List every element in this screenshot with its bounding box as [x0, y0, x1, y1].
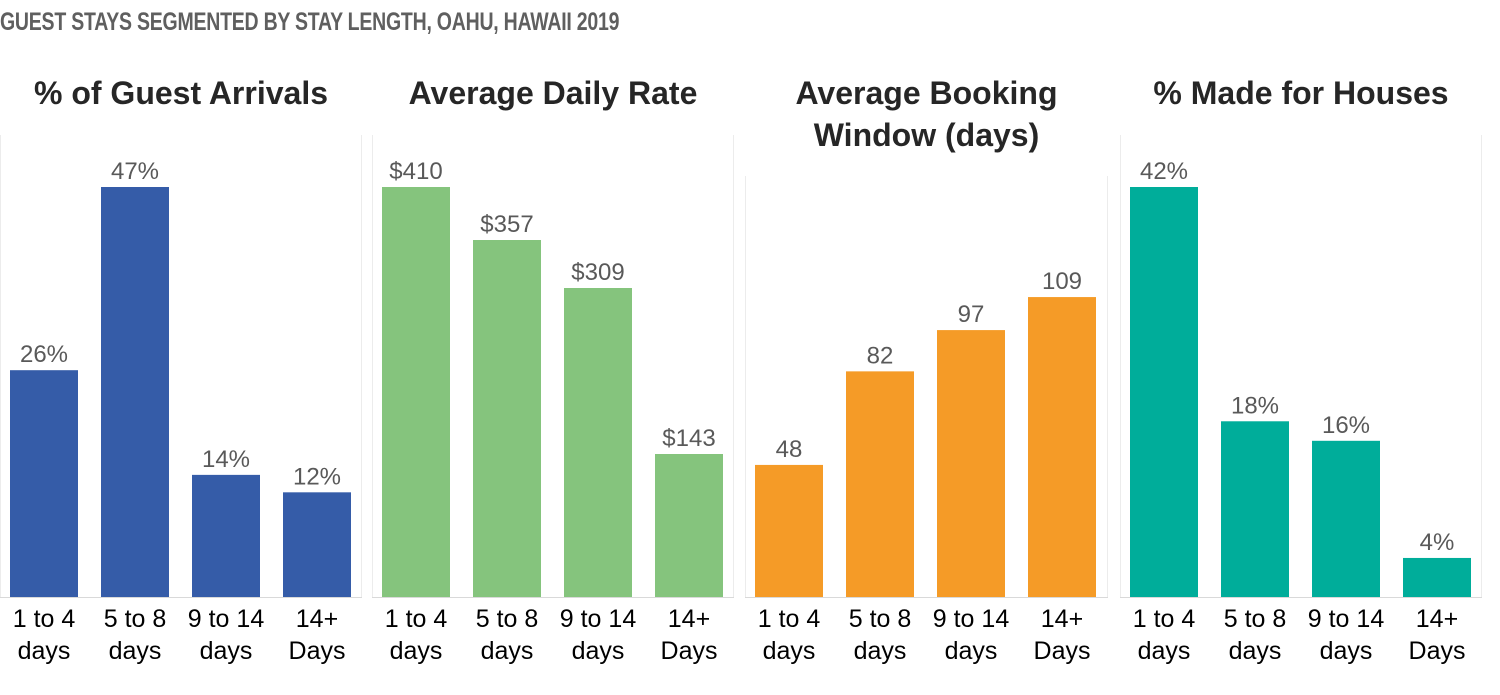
bar — [755, 464, 823, 597]
bar — [192, 474, 260, 597]
bar — [10, 370, 78, 597]
bar — [283, 492, 351, 597]
x-tick-label: days — [109, 637, 162, 665]
x-tick-label: days — [481, 637, 534, 665]
bar — [937, 330, 1005, 597]
panel-title: % of Guest Arrivals — [34, 75, 328, 111]
bar — [382, 187, 450, 597]
chart-panel-1: % of Guest Arrivals 26% 1 to 4 days 47% 5 to … — [0, 75, 362, 665]
x-tick-label: 1 to 4 — [385, 605, 448, 633]
bar — [1312, 440, 1380, 597]
bar — [473, 240, 541, 597]
x-tick-label: 5 to 8 — [1224, 605, 1287, 633]
x-tick-label: 14+ — [1041, 605, 1083, 633]
data-label: 12% — [293, 463, 341, 490]
page-title: GUEST STAYS SEGMENTED BY STAY LENGTH, OA… — [0, 8, 620, 36]
x-tick-label: Days — [289, 637, 346, 665]
bar — [1221, 421, 1289, 597]
x-tick-label: days — [763, 637, 816, 665]
data-label: $357 — [480, 211, 533, 238]
data-label: 16% — [1322, 412, 1370, 439]
chart-panel-3: Average Booking Window (days) 48 1 to 4 days… — [745, 75, 1108, 665]
chart-panel-4: % Made for Houses 42% 1 to 4 days 18% 5 to 8 d… — [1120, 75, 1482, 665]
bar — [1130, 187, 1198, 597]
data-label: 14% — [202, 446, 250, 473]
x-tick-label: 9 to 14 — [560, 605, 637, 633]
data-label: 4% — [1420, 529, 1455, 556]
x-tick-label: Days — [1034, 637, 1091, 665]
x-tick-label: days — [572, 637, 625, 665]
panel-title: Average Daily Rate — [409, 75, 698, 111]
panel-title: % Made for Houses — [1153, 75, 1448, 111]
bar — [1028, 297, 1096, 597]
data-label: 109 — [1042, 268, 1082, 295]
data-label: 18% — [1231, 392, 1279, 419]
x-tick-label: Days — [661, 637, 718, 665]
bar — [101, 187, 169, 597]
chart-panel-2: Average Daily Rate $410 1 to 4 days $357 5 to… — [372, 75, 734, 665]
panel-title: Average Booking — [796, 75, 1058, 111]
x-tick-label: Days — [1409, 637, 1466, 665]
panel-title: Window (days) — [814, 117, 1039, 153]
bar — [1403, 557, 1471, 597]
data-label: 48 — [776, 436, 803, 463]
x-tick-label: days — [1138, 637, 1191, 665]
data-label: 47% — [111, 158, 159, 185]
x-tick-label: 5 to 8 — [104, 605, 167, 633]
bar — [846, 371, 914, 597]
x-tick-label: 9 to 14 — [188, 605, 265, 633]
x-tick-label: 9 to 14 — [1308, 605, 1385, 633]
x-tick-label: 1 to 4 — [13, 605, 76, 633]
bar — [564, 288, 632, 597]
x-tick-label: 1 to 4 — [1133, 605, 1196, 633]
data-label: $309 — [571, 259, 624, 286]
x-tick-label: days — [390, 637, 443, 665]
data-label: 42% — [1140, 158, 1188, 185]
x-tick-label: days — [1320, 637, 1373, 665]
x-tick-label: 9 to 14 — [933, 605, 1010, 633]
data-label: $410 — [389, 158, 442, 185]
data-label: $143 — [662, 425, 715, 452]
bar — [655, 454, 723, 597]
x-tick-label: days — [854, 637, 907, 665]
x-tick-label: 14+ — [668, 605, 710, 633]
x-tick-label: days — [945, 637, 998, 665]
x-tick-label: 1 to 4 — [758, 605, 821, 633]
x-tick-label: 5 to 8 — [849, 605, 912, 633]
x-tick-label: days — [1229, 637, 1282, 665]
x-tick-label: 14+ — [1416, 605, 1458, 633]
x-tick-label: days — [18, 637, 71, 665]
x-tick-label: 5 to 8 — [476, 605, 539, 633]
data-label: 26% — [20, 341, 68, 368]
x-tick-label: days — [200, 637, 253, 665]
data-label: 82 — [867, 342, 894, 369]
data-label: 97 — [958, 301, 985, 328]
x-tick-label: 14+ — [296, 605, 338, 633]
